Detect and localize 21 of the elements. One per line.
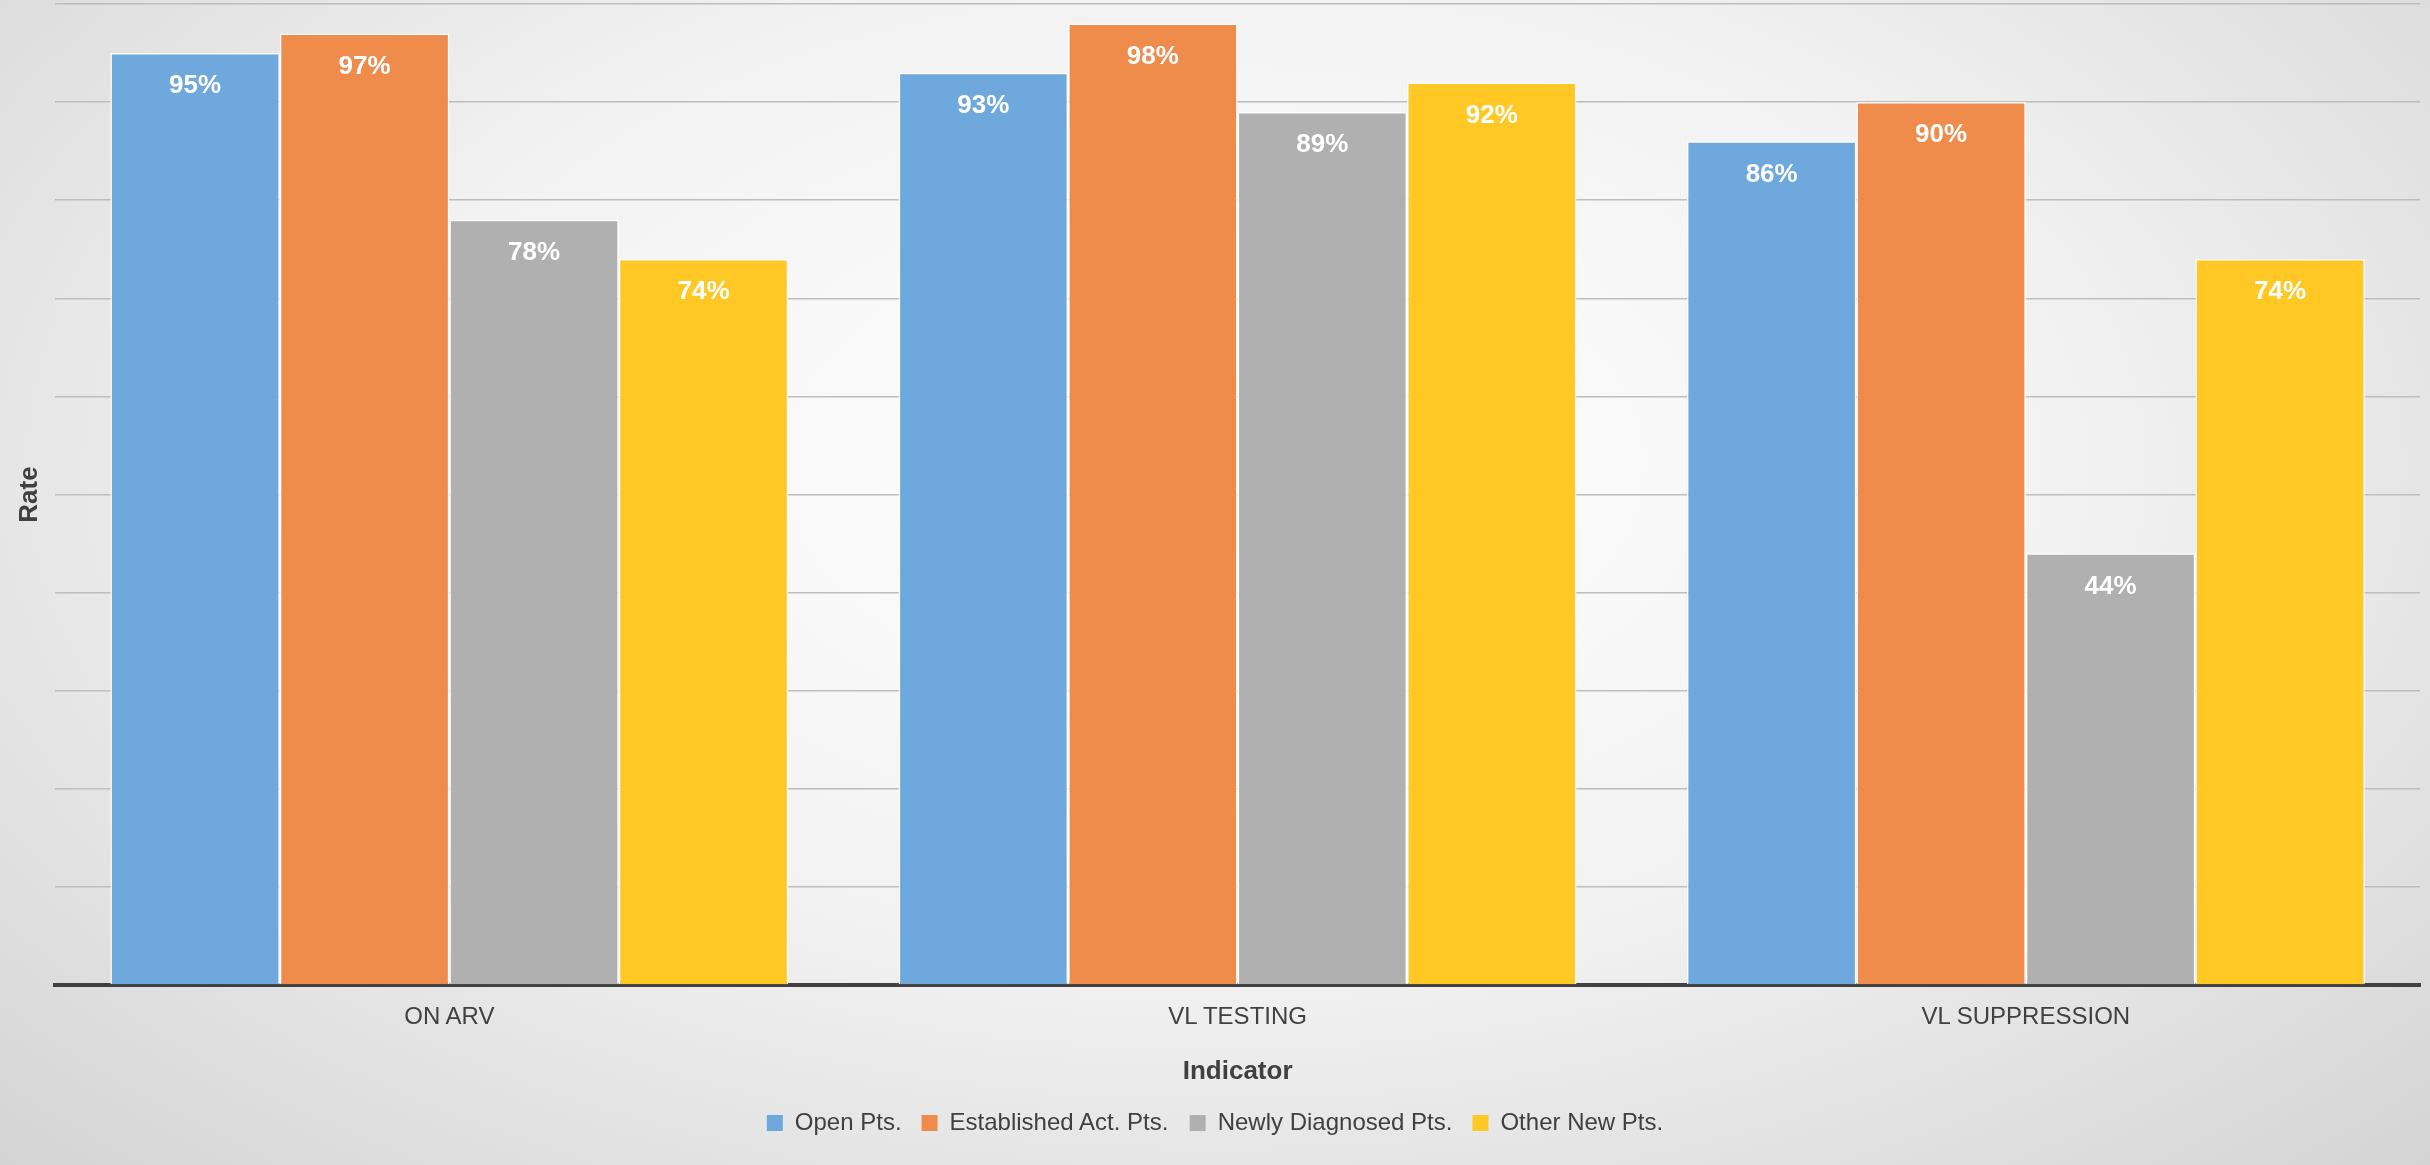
data-label: 90% (1915, 118, 1968, 149)
legend-label: Other New Pts. (1500, 1107, 1664, 1135)
data-label: 97% (338, 49, 391, 80)
data-label: 98% (1126, 39, 1179, 70)
data-label: 74% (2254, 275, 2307, 306)
x-tick-label: ON ARV (404, 1002, 495, 1030)
data-label: 93% (957, 88, 1010, 119)
x-tick-label: VL SUPPRESSION (1921, 1002, 2131, 1030)
legend-label: Established Act. Pts. (949, 1107, 1169, 1135)
x-axis-title: Indicator (1182, 1054, 1293, 1085)
data-label: 89% (1296, 128, 1349, 159)
x-tick-label: VL TESTING (1168, 1002, 1307, 1030)
y-axis-title: Rate (12, 466, 43, 523)
data-label: 44% (2084, 569, 2137, 600)
data-label: 92% (1465, 98, 1518, 129)
data-label: 86% (1745, 157, 1798, 188)
data-label: 74% (677, 275, 730, 306)
legend-label: Open Pts. (794, 1107, 902, 1135)
legend-label: Newly Diagnosed Pts. (1217, 1107, 1453, 1135)
data-label: 78% (508, 235, 561, 266)
data-label: 95% (169, 69, 222, 100)
